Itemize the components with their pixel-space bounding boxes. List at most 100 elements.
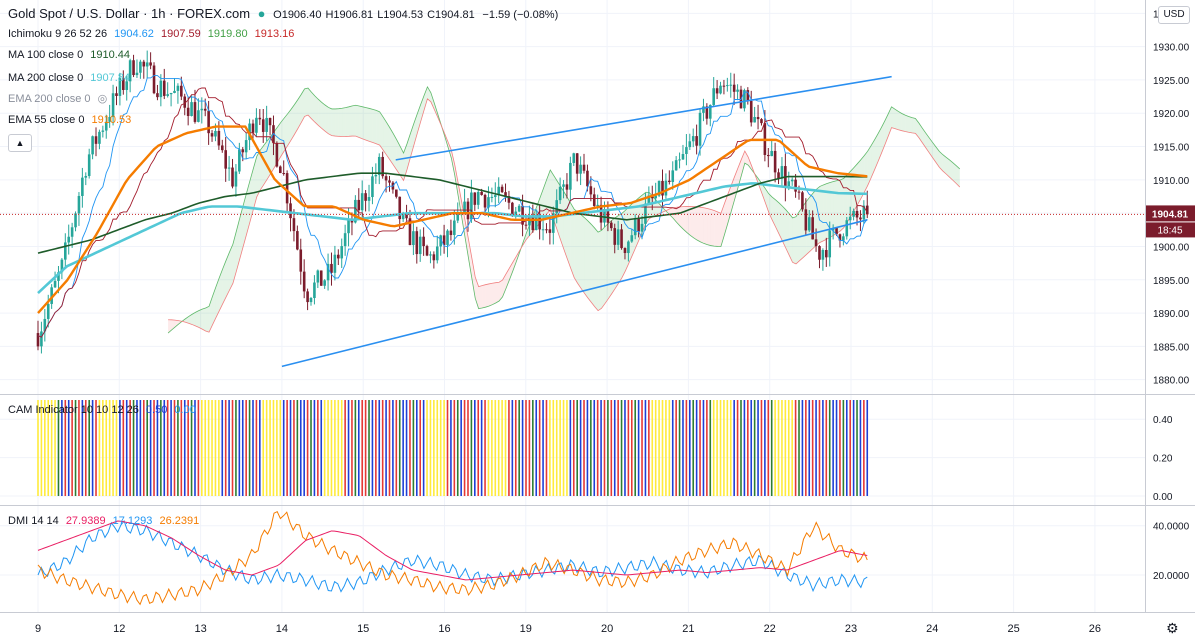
cloud-segment bbox=[560, 186, 564, 250]
cloud-segment bbox=[891, 106, 895, 129]
price-tick-label: 1890.00 bbox=[1153, 309, 1190, 320]
ema55-legend[interactable]: EMA 55 close 0 1910.53 bbox=[8, 113, 135, 127]
cloud-segment bbox=[905, 115, 909, 133]
candle-body bbox=[53, 280, 57, 288]
candle-body bbox=[401, 214, 405, 220]
last-price-tag bbox=[1146, 205, 1195, 222]
currency-button[interactable]: USD bbox=[1158, 6, 1190, 24]
ichimoku-v4: 1913.16 bbox=[254, 28, 295, 40]
cloud-segment bbox=[546, 170, 551, 214]
candle-body bbox=[200, 108, 204, 111]
dmi-legend[interactable]: DMI 14 14 27.9389 17.1293 26.2391 bbox=[8, 514, 203, 528]
cloud-segment bbox=[338, 108, 343, 137]
candle-body bbox=[296, 231, 299, 250]
gear-icon[interactable]: ⚙ bbox=[1166, 620, 1179, 636]
candle-body bbox=[77, 195, 81, 214]
cloud-segment bbox=[352, 105, 356, 137]
cloud-segment bbox=[952, 162, 957, 184]
cloud-segment bbox=[209, 296, 213, 333]
cloud-segment bbox=[219, 268, 223, 311]
candle-body bbox=[429, 254, 432, 256]
candle-body bbox=[698, 112, 702, 146]
cam-legend[interactable]: CAM Indicator 10 10 12 26 0.50 0.00 bbox=[8, 403, 200, 417]
candle-body bbox=[548, 229, 552, 233]
candle-body bbox=[589, 186, 593, 195]
ma200-legend[interactable]: MA 200 close 0 1907.84 bbox=[8, 71, 134, 85]
candle-body bbox=[398, 196, 402, 220]
candle-body bbox=[852, 210, 855, 217]
candle-body bbox=[238, 149, 241, 172]
senkou-span-b bbox=[168, 98, 961, 333]
candle-body bbox=[691, 136, 695, 142]
countdown-label: 18:45 bbox=[1157, 225, 1182, 236]
candle-body bbox=[176, 85, 180, 91]
candle-body bbox=[801, 192, 804, 210]
time-tick-label: 26 bbox=[1089, 623, 1101, 635]
candle-body bbox=[98, 131, 101, 144]
candle-body bbox=[562, 184, 565, 187]
candle-body bbox=[258, 117, 262, 120]
candle-body bbox=[528, 217, 531, 226]
candle-body bbox=[244, 140, 248, 153]
cloud-segment bbox=[543, 179, 547, 219]
candle-body bbox=[255, 117, 258, 133]
cloud-segment bbox=[393, 133, 397, 171]
candle-body bbox=[388, 180, 391, 183]
candle-body bbox=[166, 94, 169, 96]
cloud-segment bbox=[400, 146, 404, 181]
candle-body bbox=[579, 164, 582, 174]
candle-body bbox=[845, 220, 849, 237]
candle-body bbox=[787, 181, 791, 189]
candle-body bbox=[592, 194, 596, 206]
candle-body bbox=[381, 156, 384, 177]
candle-body bbox=[599, 204, 603, 223]
candle-body bbox=[780, 166, 784, 179]
candle-body bbox=[664, 180, 668, 196]
cloud-segment bbox=[683, 206, 687, 233]
ichimoku-legend[interactable]: Ichimoku 9 26 52 26 1904.62 1907.59 1919… bbox=[8, 27, 298, 41]
candle-body bbox=[395, 189, 398, 197]
candle-body bbox=[435, 246, 439, 261]
candle-body bbox=[268, 117, 272, 126]
ma100-legend[interactable]: MA 100 close 0 1910.44 bbox=[8, 48, 134, 62]
candle-body bbox=[855, 210, 859, 218]
candle-body bbox=[234, 171, 238, 187]
candle-body bbox=[678, 159, 681, 161]
candle-body bbox=[193, 102, 197, 122]
collapse-legend-button[interactable]: ▲ bbox=[8, 134, 32, 152]
candle-body bbox=[101, 130, 105, 132]
candle-body bbox=[50, 287, 53, 304]
candle-body bbox=[685, 147, 688, 155]
cloud-segment bbox=[935, 146, 940, 168]
candle-body bbox=[807, 217, 811, 231]
cloud-segment bbox=[942, 154, 947, 175]
candle-body bbox=[64, 242, 67, 260]
candle-body bbox=[74, 213, 77, 228]
candle-body bbox=[722, 85, 726, 87]
price-tick-label: 1910.00 bbox=[1153, 176, 1190, 187]
ema200-legend[interactable]: EMA 200 close 0 ◎ bbox=[8, 92, 111, 106]
cam-label: CAM Indicator 10 10 12 26 bbox=[8, 404, 139, 416]
price-tick-label: 1895.00 bbox=[1153, 276, 1190, 287]
ema55-value: 1910.53 bbox=[91, 114, 132, 126]
candle-body bbox=[811, 217, 814, 240]
candle-body bbox=[40, 331, 43, 347]
ema200-label: EMA 200 close 0 bbox=[8, 93, 91, 105]
cloud-segment bbox=[205, 306, 210, 333]
cloud-segment bbox=[311, 92, 315, 123]
cloud-segment bbox=[297, 94, 302, 129]
candle-body bbox=[360, 193, 364, 211]
candle-body bbox=[203, 108, 207, 111]
cloud-segment bbox=[591, 224, 595, 307]
cloud-segment bbox=[765, 188, 769, 213]
cloud-segment bbox=[956, 165, 960, 188]
candle-body bbox=[616, 229, 620, 245]
cloud-segment bbox=[912, 117, 916, 134]
candle-body bbox=[865, 205, 869, 215]
cloud-segment bbox=[253, 156, 257, 210]
cloud-segment bbox=[577, 212, 582, 289]
cam-tick-label: 0.40 bbox=[1153, 415, 1173, 426]
candle-body bbox=[729, 84, 733, 86]
candle-body bbox=[57, 272, 60, 281]
